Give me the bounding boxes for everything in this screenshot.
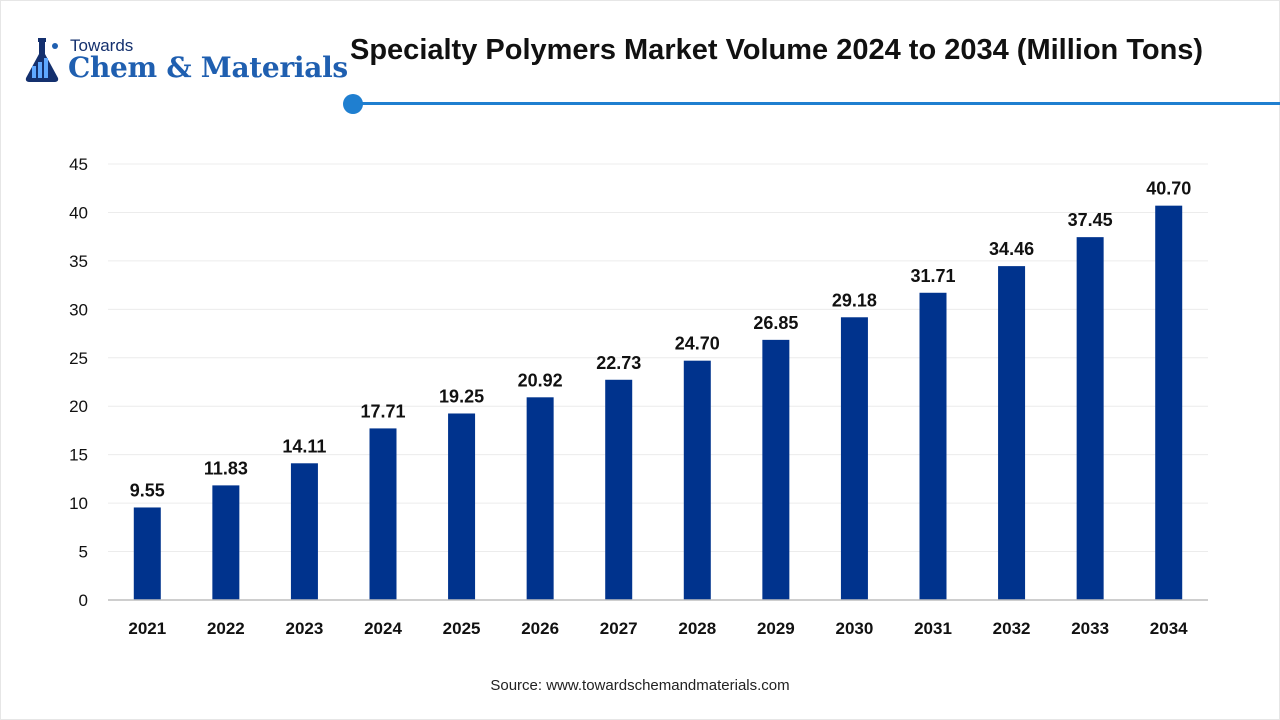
data-label: 17.71 <box>360 401 405 421</box>
logo-chem-materials: Chem & Materials <box>68 51 348 84</box>
data-label: 19.25 <box>439 386 484 406</box>
y-tick-label: 20 <box>69 397 88 416</box>
y-tick-label: 25 <box>69 349 88 368</box>
x-tick-label: 2030 <box>836 619 874 638</box>
data-labels: 9.55 11.83 14.11 17.71 19.25 20.92 22.73 24.70 2… <box>130 179 1191 501</box>
logo-towards: Towards <box>70 36 134 55</box>
x-axis-ticks: 2021 2022 2023 2024 2025 2026 2027 2028 2029 2030… <box>128 619 1188 638</box>
bar <box>919 292 947 600</box>
data-label: 14.11 <box>282 436 326 456</box>
data-label: 22.73 <box>596 353 641 373</box>
y-tick-label: 10 <box>69 494 88 513</box>
bars <box>133 205 1183 600</box>
data-label: 20.92 <box>518 370 563 390</box>
grid-lines <box>108 163 1208 553</box>
data-label: 24.70 <box>675 334 720 354</box>
y-tick-label: 0 <box>79 591 88 610</box>
y-tick-label: 35 <box>69 252 88 271</box>
data-label: 37.45 <box>1068 210 1113 230</box>
data-label: 29.18 <box>832 290 877 310</box>
y-tick-label: 5 <box>79 543 88 562</box>
x-tick-label: 2034 <box>1150 619 1188 638</box>
bar <box>1076 237 1104 600</box>
y-tick-label: 30 <box>69 300 88 319</box>
bar <box>290 463 318 600</box>
bar <box>998 266 1026 600</box>
bar <box>1155 205 1183 600</box>
bar <box>526 397 554 600</box>
bar <box>762 339 790 600</box>
bar <box>683 360 711 600</box>
y-tick-label: 15 <box>69 446 88 465</box>
x-tick-label: 2026 <box>521 619 559 638</box>
source-note: Source: www.towardschemandmaterials.com <box>490 677 790 694</box>
x-tick-label: 2032 <box>993 619 1031 638</box>
x-tick-label: 2023 <box>286 619 324 638</box>
title-underline <box>353 102 1280 105</box>
data-label: 9.55 <box>130 480 165 500</box>
y-tick-label: 40 <box>69 203 88 222</box>
data-label: 40.70 <box>1146 179 1191 199</box>
title-dot <box>343 94 363 114</box>
chart-title: Specialty Polymers Market Volume 2024 to… <box>350 34 1204 66</box>
bar <box>605 379 633 600</box>
bar <box>212 485 240 600</box>
brand-logo: Towards Chem & Materials <box>22 36 348 92</box>
x-tick-label: 2028 <box>678 619 716 638</box>
flask-icon <box>25 38 59 82</box>
y-axis-ticks: 0 5 10 15 20 25 30 35 40 45 <box>69 155 88 610</box>
x-tick-label: 2024 <box>364 619 402 638</box>
x-tick-label: 2033 <box>1071 619 1109 638</box>
x-tick-label: 2022 <box>207 619 245 638</box>
data-label: 31.71 <box>910 266 955 286</box>
bar <box>369 428 397 600</box>
data-label: 34.46 <box>989 239 1034 259</box>
bar <box>448 413 476 600</box>
bar <box>840 317 868 600</box>
x-tick-label: 2029 <box>757 619 795 638</box>
x-tick-label: 2025 <box>443 619 481 638</box>
x-tick-label: 2027 <box>600 619 638 638</box>
x-tick-label: 2031 <box>914 619 952 638</box>
data-label: 26.85 <box>753 313 798 333</box>
data-label: 11.83 <box>204 458 248 478</box>
bar <box>133 507 161 600</box>
x-tick-label: 2021 <box>128 619 166 638</box>
y-tick-label: 45 <box>69 155 88 174</box>
